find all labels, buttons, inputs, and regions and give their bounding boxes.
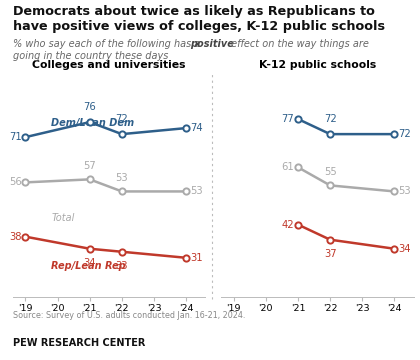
Text: 74: 74 [190,123,202,133]
Text: 56: 56 [9,177,21,188]
Text: % who say each of the following has a: % who say each of the following has a [13,39,203,49]
Text: 61: 61 [281,162,294,172]
Text: 72: 72 [116,114,128,125]
Text: have positive views of colleges, K-12 public schools: have positive views of colleges, K-12 pu… [13,20,385,33]
Text: 53: 53 [116,173,128,183]
Text: 71: 71 [9,132,21,142]
Text: 37: 37 [324,249,336,259]
Text: 57: 57 [83,161,96,171]
Text: 34: 34 [84,258,96,269]
Text: 42: 42 [281,220,294,230]
Text: 76: 76 [83,102,96,112]
Text: 72: 72 [324,114,336,125]
Title: Colleges and universities: Colleges and universities [32,60,186,70]
Text: Dem/Lean Dem: Dem/Lean Dem [51,118,134,128]
Text: 38: 38 [9,232,21,242]
Title: K-12 public schools: K-12 public schools [259,60,376,70]
Text: Democrats about twice as likely as Republicans to: Democrats about twice as likely as Repub… [13,5,375,18]
Text: positive: positive [190,39,234,49]
Text: 72: 72 [398,129,411,139]
Text: 53: 53 [398,186,411,197]
Text: 34: 34 [398,244,411,254]
Text: 55: 55 [324,167,336,177]
Text: 33: 33 [116,261,128,271]
Text: 53: 53 [190,186,202,197]
Text: going in the country these days: going in the country these days [13,51,168,61]
Text: Rep/Lean Rep: Rep/Lean Rep [51,261,126,271]
Text: 31: 31 [190,253,202,263]
Text: PEW RESEARCH CENTER: PEW RESEARCH CENTER [13,338,145,348]
Text: 77: 77 [281,114,294,124]
Text: Total: Total [51,212,74,222]
Text: Source: Survey of U.S. adults conducted Jan. 16-21, 2024.: Source: Survey of U.S. adults conducted … [13,311,245,320]
Text: effect on the way things are: effect on the way things are [228,39,368,49]
